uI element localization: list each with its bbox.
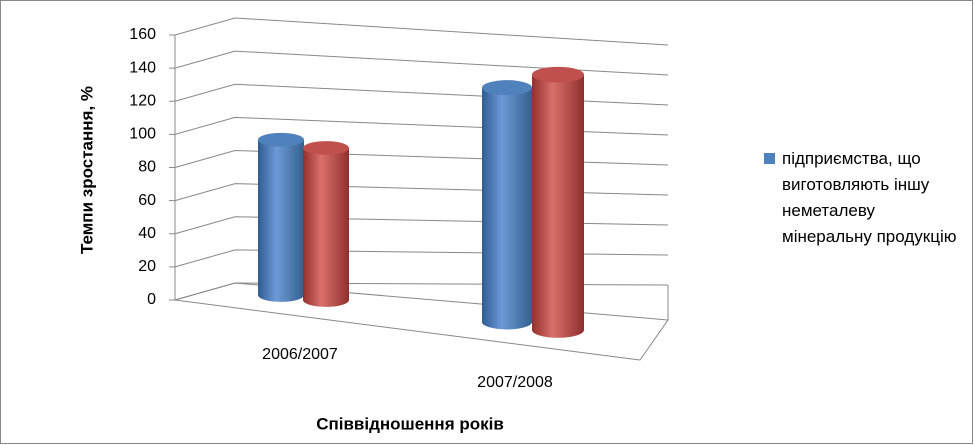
bar-cylinder-top (258, 132, 304, 147)
bar-cylinder (258, 139, 304, 302)
y-tick-label: 40 (138, 225, 156, 242)
x-tick-label: 2006/2007 (262, 346, 338, 363)
y-tick-label: 100 (129, 126, 156, 143)
y-tick-label: 140 (129, 59, 156, 76)
bar-cylinder (532, 74, 584, 338)
grid-line (174, 50, 669, 76)
legend-swatch (764, 153, 775, 164)
y-tick-label: 120 (129, 92, 156, 109)
y-tick-label: 20 (138, 258, 156, 275)
legend-label: підприємства, що виготовляють іншу немет… (782, 149, 957, 246)
y-tick-label: 160 (129, 26, 156, 43)
bar-cylinder-top (303, 141, 349, 155)
bar-cylinder (303, 148, 349, 307)
bar-cylinder (482, 87, 532, 330)
y-tick-label: 60 (138, 192, 156, 209)
y-axis-title: Темпи зростання, % (77, 86, 96, 254)
y-tick-label: 0 (147, 291, 156, 308)
bar-cylinder-top (532, 66, 584, 83)
x-tick-label: 2007/2008 (477, 374, 553, 391)
x-axis-title: Співвідношення років (316, 414, 504, 433)
bar-cylinder-top (482, 80, 532, 96)
grid-line (174, 17, 669, 46)
y-tick-label: 80 (138, 159, 156, 176)
